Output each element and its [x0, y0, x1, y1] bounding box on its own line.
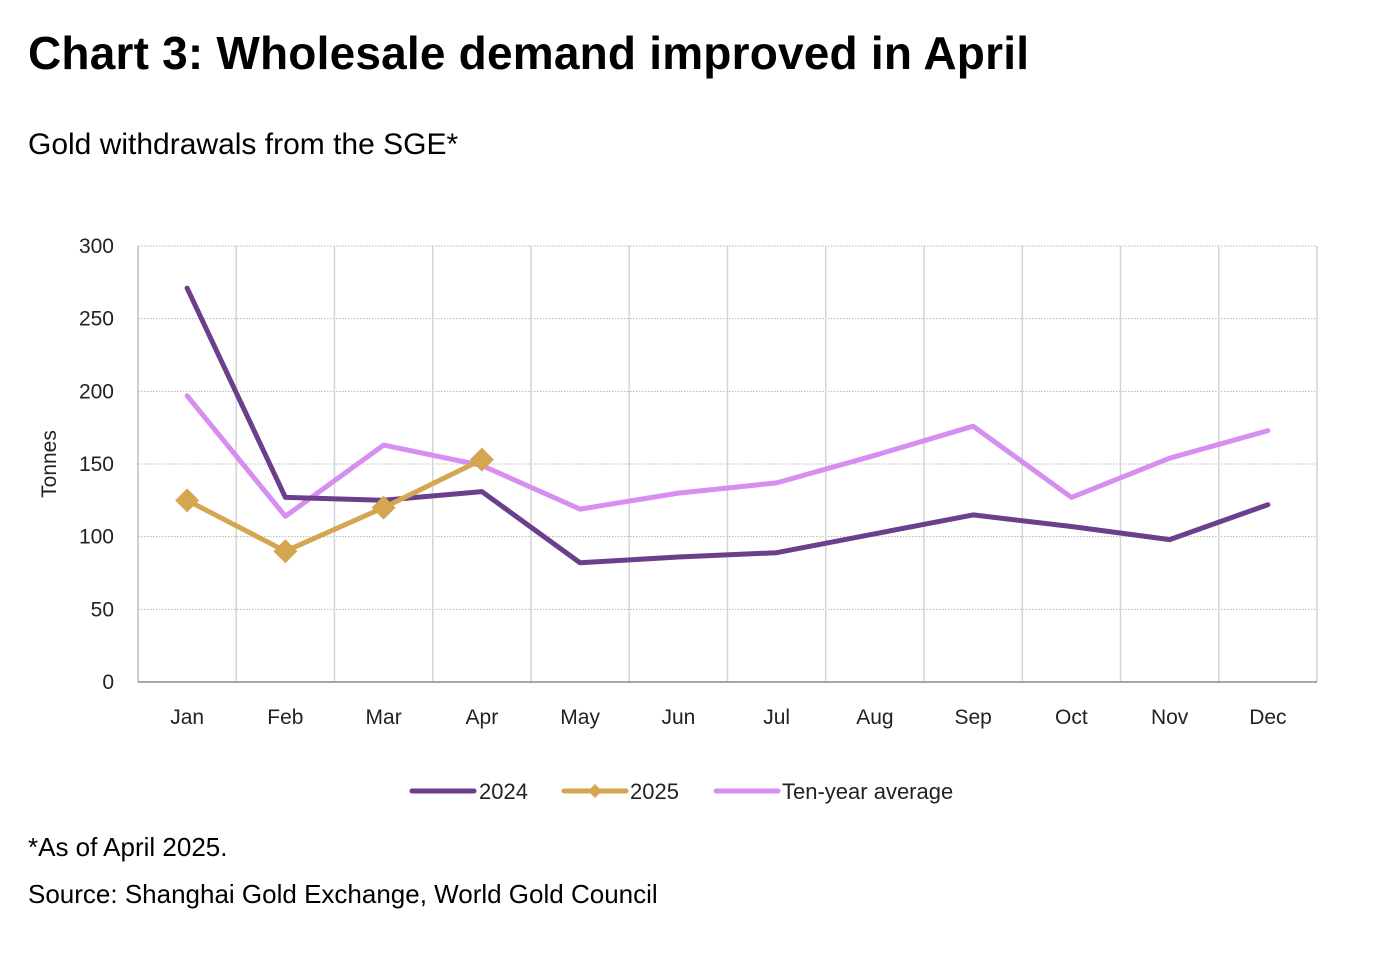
source-note: Source: Shanghai Gold Exchange, World Go…	[28, 879, 658, 909]
y-tick-label: 150	[79, 453, 114, 476]
grid-lines	[138, 245, 1318, 682]
y-tick-label: 0	[102, 671, 114, 694]
legend-item-ten-year-average: Ten-year average	[713, 779, 953, 804]
series-line-2024	[184, 285, 1271, 566]
x-tick-label: Jan	[170, 706, 204, 729]
x-tick-label: Aug	[856, 706, 893, 729]
data-point-2025	[371, 495, 396, 520]
y-tick-labels: 0 50 100 150 200 250 300	[79, 235, 114, 694]
legend-item-2025: 2025	[561, 779, 679, 804]
legend-label: Ten-year average	[782, 779, 953, 804]
x-tick-label: Jul	[763, 706, 790, 729]
series-line-2025	[184, 457, 485, 554]
data-point-2025	[273, 539, 298, 564]
legend-marker	[588, 784, 602, 798]
x-tick-label: Nov	[1151, 706, 1189, 729]
y-tick-label: 50	[91, 598, 114, 621]
x-tick-label: Oct	[1055, 706, 1088, 729]
legend-label: 2025	[630, 779, 679, 804]
chart-subtitle: Gold withdrawals from the SGE*	[28, 128, 459, 161]
data-point-2025	[175, 488, 200, 513]
y-tick-label: 300	[79, 235, 114, 258]
y-tick-label: 250	[79, 308, 114, 331]
y-tick-label: 100	[79, 526, 114, 549]
x-tick-label: Apr	[466, 706, 499, 729]
x-tick-label: Mar	[366, 706, 402, 729]
x-tick-label: Feb	[267, 706, 303, 729]
series-markers	[175, 447, 494, 564]
legend-label: 2024	[479, 779, 528, 804]
y-axis-title: Tonnes	[38, 430, 61, 498]
legend: 2024 2025 Ten-year average	[409, 779, 953, 804]
chart-title: Chart 3: Wholesale demand improved in Ap…	[28, 27, 1030, 79]
x-tick-label: Jun	[661, 706, 695, 729]
x-tick-labels: Jan Feb Mar Apr May Jun Jul Aug Sep Oct Nov Dec	[170, 706, 1286, 729]
legend-item-2024: 2024	[409, 779, 528, 804]
x-tick-label: May	[560, 706, 600, 729]
x-tick-label: Sep	[954, 706, 991, 729]
data-point-2025	[469, 447, 494, 472]
axes	[137, 246, 1317, 683]
y-tick-label: 200	[79, 380, 114, 403]
x-tick-label: Dec	[1249, 706, 1286, 729]
series-line-ten-year-average	[184, 393, 1271, 519]
footnote: *As of April 2025.	[28, 832, 228, 862]
series-lines	[184, 285, 1271, 566]
